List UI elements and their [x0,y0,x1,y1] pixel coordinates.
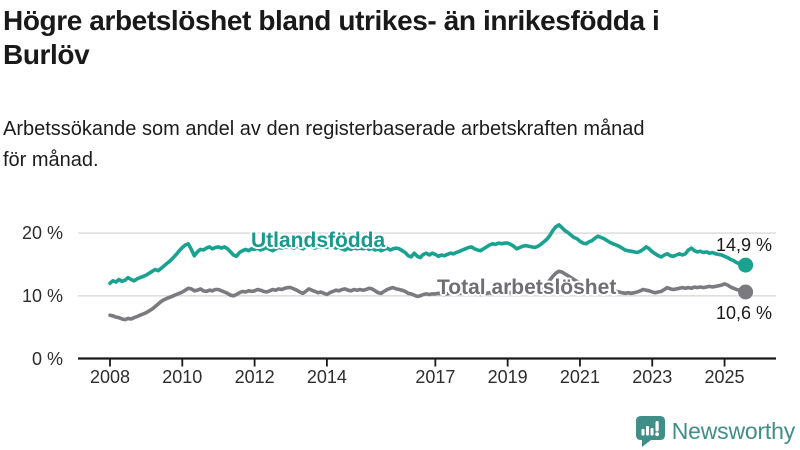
series-end-dot-utlandsfodda [738,257,754,273]
subtitle-line1: Arbetssökande som andel av den registerb… [3,118,645,140]
y-tick-label: 20 % [21,223,63,244]
x-tick-label: 2025 [704,367,745,387]
end-value-total: 10,6 % [715,303,772,323]
series-line-total [108,269,748,322]
series-line-utlandsfodda [108,223,748,286]
chart-title: Högre arbetslöshet bland utrikes- än inr… [3,4,794,71]
x-tick-label: 2012 [234,367,275,387]
x-tick-label: 2021 [559,367,600,387]
x-tick-label: 2023 [632,367,673,387]
x-tick-label: 2010 [162,367,203,387]
x-tick-label: 2019 [487,367,528,387]
x-tick-label: 2008 [89,367,131,387]
subtitle-line2: för månad. [3,149,99,171]
title-line1: Högre arbetslöshet bland utrikes- än inr… [3,5,660,36]
y-tick-label: 0 % [31,348,63,369]
x-tick-label: 2017 [415,367,456,387]
series-label-total: Total arbetslöshet [437,276,617,299]
brand-logo: Newsworthy [635,414,795,448]
end-value-utlandsfodda: 14,9 % [715,235,772,255]
chart-subtitle: Arbetssökande som andel av den registerb… [3,114,790,176]
brand-name: Newsworthy [671,417,795,444]
newsworthy-chart-bubble-icon [635,415,665,447]
title-line2: Burlöv [3,38,90,70]
x-tick-label: 2014 [306,367,347,387]
series-label-utlandsfodda: Utlandsfödda [251,229,386,252]
y-tick-label: 10 % [21,285,63,306]
series-end-dot-total [738,284,754,300]
